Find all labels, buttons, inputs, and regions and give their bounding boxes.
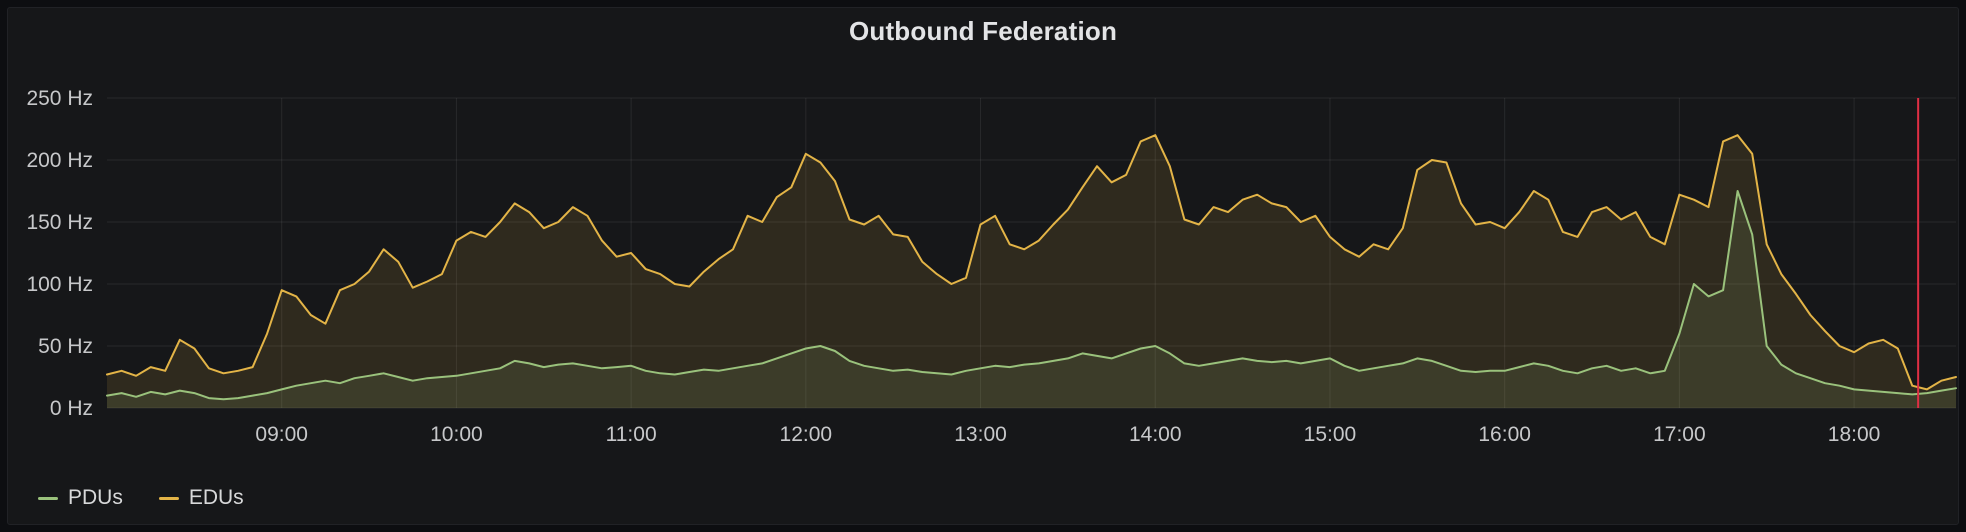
y-tick-label: 250 Hz xyxy=(26,87,93,110)
y-tick-label: 50 Hz xyxy=(38,335,93,358)
y-axis-tick-labels: 0 Hz 50 Hz 100 Hz 150 Hz 200 Hz 250 Hz xyxy=(26,87,93,420)
legend-label-edus: EDUs xyxy=(188,486,244,509)
edus-series xyxy=(106,134,1957,408)
x-axis-tick-labels: 09:00 10:00 11:00 12:00 13:00 14:00 15:00 16:00… xyxy=(255,423,1880,446)
graph-panel xyxy=(7,7,1959,525)
horizontal-gridlines xyxy=(107,97,1956,409)
x-tick-label: 13:00 xyxy=(954,423,1007,446)
x-tick-label: 10:00 xyxy=(430,423,483,446)
x-tick-label: 14:00 xyxy=(1129,423,1182,446)
legend-item-edus[interactable]: EDUs xyxy=(158,486,244,510)
y-tick-label: 100 Hz xyxy=(26,273,93,296)
panel-title: Outbound Federation xyxy=(848,16,1118,46)
y-tick-label: 0 Hz xyxy=(50,397,93,420)
legend: PDUs EDUs xyxy=(38,486,244,510)
legend-label-pdus: PDUs xyxy=(68,486,123,509)
x-tick-label: 11:00 xyxy=(606,423,657,446)
y-tick-label: 150 Hz xyxy=(26,211,93,234)
pdus-series xyxy=(106,190,1957,408)
pdus-line xyxy=(106,190,1957,401)
x-tick-label: 09:00 xyxy=(255,423,308,446)
x-tick-label: 12:00 xyxy=(780,423,833,446)
edus-series-swatch-icon xyxy=(158,496,179,500)
edus-line xyxy=(106,134,1957,391)
x-tick-label: 17:00 xyxy=(1653,423,1706,446)
legend-item-pdus[interactable]: PDUs xyxy=(38,486,123,510)
y-tick-label: 200 Hz xyxy=(26,149,93,172)
pdus-series-swatch-icon xyxy=(38,496,58,500)
edus-area xyxy=(107,135,1956,408)
x-tick-label: 15:00 xyxy=(1304,423,1357,446)
x-tick-label: 16:00 xyxy=(1478,423,1531,446)
x-tick-label: 18:00 xyxy=(1828,423,1881,446)
